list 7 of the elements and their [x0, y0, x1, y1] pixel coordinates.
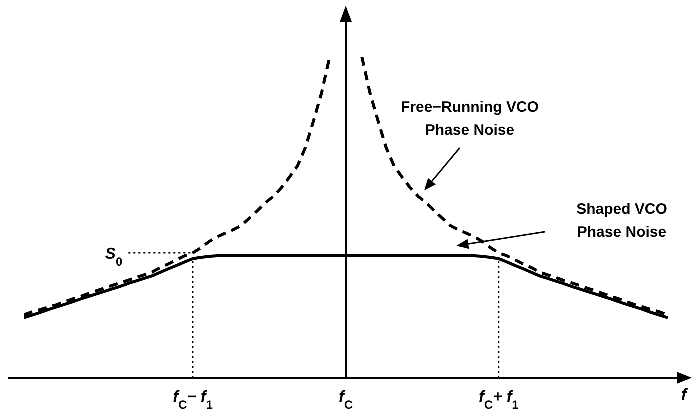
x-axis-title: f: [681, 387, 688, 404]
ref-line-label: S$_{0}$: [105, 246, 123, 270]
x-tick-label: f$_{C}$: [339, 389, 354, 411]
text: Shaped VCO Phase Noise: [576, 201, 668, 241]
x-tick-label: f$_{C}$− f$_{1}$: [173, 389, 214, 411]
series-label: Free−Running VCO Phase Noise: [401, 99, 540, 139]
x-tick-label: f$_{C}$+ f$_{1}$: [479, 389, 520, 411]
